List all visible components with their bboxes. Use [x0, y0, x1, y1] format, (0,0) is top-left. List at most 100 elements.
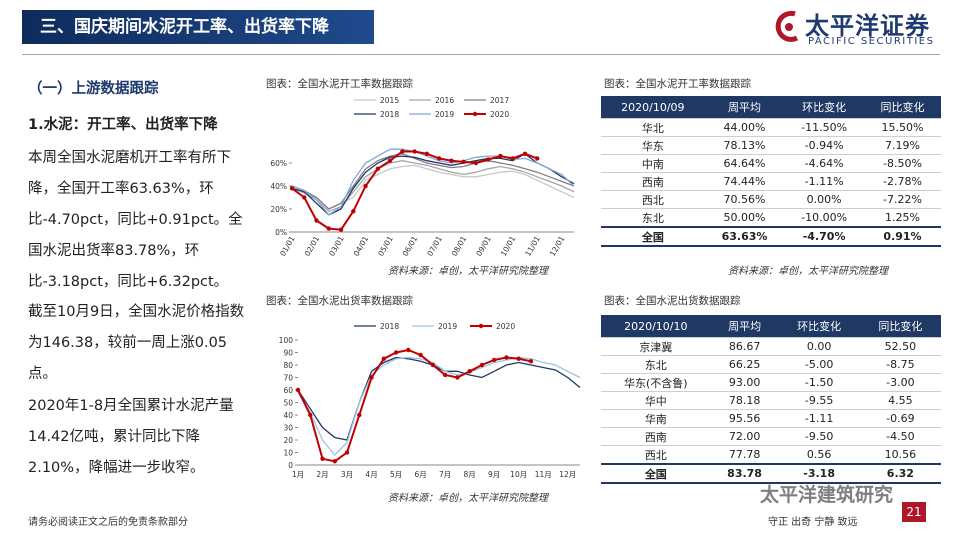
cell: -0.69 — [859, 409, 941, 428]
point — [295, 387, 301, 393]
x-tick-label: 8月 — [464, 470, 476, 479]
legend-label: 2019 — [438, 322, 457, 331]
header-cell: 环比变化 — [784, 96, 864, 119]
cell: 0.00% — [784, 190, 864, 209]
cell: 东北 — [601, 355, 711, 374]
cell: 西南 — [601, 172, 705, 191]
header-cell: 周平均 — [710, 315, 779, 338]
y-tick-label: 60 — [283, 386, 293, 395]
x-tick-label: 3月 — [341, 470, 353, 479]
cell: 44.00% — [704, 118, 785, 137]
series-line — [291, 153, 575, 210]
cell: 7.19% — [863, 136, 941, 155]
cell: -5.00 — [778, 355, 860, 374]
row: 京津冀 86.67 0.00 52.50 — [601, 337, 941, 356]
x-tick-label: 11月 — [535, 470, 552, 479]
legend-label: 2015 — [380, 96, 399, 105]
cell: 华东 — [601, 136, 705, 155]
x-tick-label: 03/01 — [327, 234, 346, 257]
series-line — [291, 164, 575, 210]
point — [528, 359, 534, 364]
y-tick-label: 60% — [270, 159, 287, 168]
cell: -11.50% — [784, 118, 864, 137]
point — [332, 459, 337, 464]
x-tick-label: 05/01 — [376, 234, 395, 257]
point — [418, 352, 423, 358]
cell: 0.91% — [863, 226, 941, 247]
legend-label: 2018 — [380, 110, 399, 119]
cell: 78.13% — [704, 136, 785, 155]
cell: -1.11% — [784, 172, 864, 191]
point — [424, 151, 430, 156]
point — [535, 156, 540, 161]
row: 西北 70.56% 0.00% -7.22% — [601, 190, 941, 209]
legend-label: 2020 — [490, 110, 509, 119]
y-tick-label: 70 — [283, 374, 293, 383]
header-cell: 同比变化 — [859, 315, 941, 338]
cell: -2.78% — [863, 172, 941, 191]
cell: 93.00 — [710, 373, 779, 392]
point — [381, 356, 387, 361]
series-line — [297, 348, 532, 463]
paragraph: 本周全国水泥磨机开工率有所下降，全国开工率63.63%，环比-4.70pct，同… — [28, 150, 243, 290]
cell: -9.50 — [778, 427, 860, 446]
x-tick-label: 11/01 — [523, 234, 542, 257]
table: 2020/10/10 周平均 环比变化 同比变化 京津冀 86.67 0.00 52.50 东北… — [601, 315, 941, 484]
header-cell: 周平均 — [704, 96, 785, 119]
chart-title: 图表：全国水泥出货率数据跟踪 — [266, 295, 413, 307]
point — [510, 156, 515, 161]
row: 华北 44.00% -11.50% 15.50% — [601, 118, 941, 137]
cell: 4.55 — [859, 391, 941, 410]
point — [485, 157, 491, 162]
row: 西南 72.00 -9.50 -4.50 — [601, 427, 941, 446]
cell: -1.11 — [778, 409, 860, 428]
subtitle: 1.水泥：开工率、出货率下降 — [28, 117, 218, 133]
source: 资料来源：卓创，太平洋研究院整理 — [388, 266, 548, 277]
cell: 86.67 — [710, 337, 779, 356]
y-tick-label: 30 — [283, 424, 293, 433]
row: 中南 64.64% -4.64% -8.50% — [601, 154, 941, 173]
point — [314, 218, 319, 223]
point — [369, 375, 374, 380]
point — [449, 158, 454, 163]
x-tick-label: 06/01 — [401, 234, 420, 257]
section-title: （一）上游数据跟踪 — [28, 81, 159, 97]
point — [344, 450, 350, 455]
cell: 70.56% — [704, 190, 785, 209]
row: 全国 63.63% -4.70% 0.91% — [601, 226, 941, 247]
cell: 西北 — [601, 190, 705, 209]
x-tick-label: 12月 — [559, 470, 576, 479]
cell: 15.50% — [863, 118, 941, 137]
x-tick-label: 10/01 — [499, 234, 518, 257]
x-tick-label: 9月 — [488, 470, 500, 479]
cell: 全国 — [601, 226, 705, 247]
source: 资料来源：卓创，太平洋研究院整理 — [728, 266, 888, 277]
header-row: 2020/10/09 周平均 环比变化 同比变化 — [601, 96, 941, 119]
header-row: 2020/10/10 周平均 环比变化 同比变化 — [601, 315, 941, 338]
motto: 守正 出奇 宁静 致远 — [768, 517, 858, 528]
point — [320, 456, 325, 461]
x-tick-label: 7月 — [439, 470, 451, 479]
logo-en: PACIFIC SECURITIES — [808, 36, 935, 47]
point — [498, 153, 503, 159]
x-tick-label: 09/01 — [474, 234, 493, 257]
cell: 西南 — [601, 427, 711, 446]
y-tick-label: 0% — [275, 228, 287, 237]
header-cell: 同比变化 — [863, 96, 941, 119]
cell: 63.63% — [704, 226, 785, 247]
legend-label: 2020 — [496, 322, 515, 331]
y-tick-label: 0 — [288, 461, 293, 470]
legend-marker — [478, 323, 484, 329]
y-tick-label: 40% — [270, 182, 287, 191]
x-tick-label: 08/01 — [450, 234, 469, 257]
legend-label: 2016 — [435, 96, 454, 105]
cell: -0.94% — [784, 136, 864, 155]
source: 资料来源：卓创，太平洋研究院整理 — [388, 493, 548, 504]
point — [400, 149, 405, 154]
row: 全国 83.78 -3.18 6.32 — [601, 463, 941, 484]
series-line — [291, 153, 575, 216]
table-title: 图表：全国水泥开工率数据跟踪 — [604, 78, 751, 90]
cell: 0.56 — [778, 445, 860, 465]
cell: -9.55 — [778, 391, 860, 410]
cell: 78.18 — [710, 391, 779, 410]
